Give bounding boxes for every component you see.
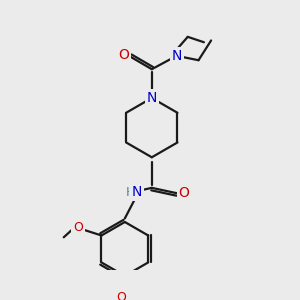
Text: H: H: [125, 186, 135, 199]
Text: O: O: [118, 48, 129, 62]
Text: O: O: [179, 186, 190, 200]
Text: N: N: [147, 91, 157, 105]
Text: N: N: [131, 185, 142, 199]
Text: N: N: [172, 49, 182, 63]
Text: O: O: [73, 221, 83, 234]
Text: O: O: [116, 291, 126, 300]
